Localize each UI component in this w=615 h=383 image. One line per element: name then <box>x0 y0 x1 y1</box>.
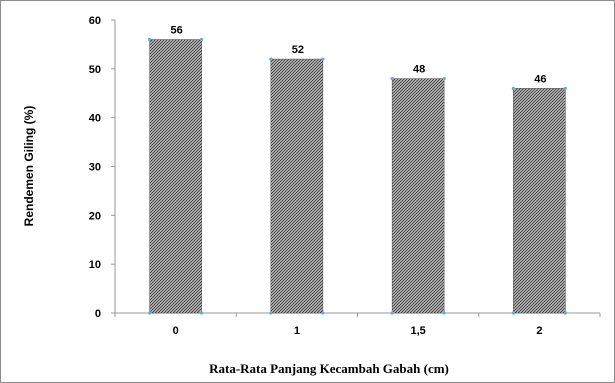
y-tick-label: 40 <box>89 113 101 125</box>
bar-corner-markers <box>148 37 567 315</box>
bar <box>149 39 202 314</box>
x-tick-label: 2 <box>536 325 542 337</box>
bar-corner-marker <box>321 57 325 61</box>
data-label: 48 <box>413 64 425 76</box>
y-tick-label: 50 <box>89 64 101 76</box>
bars <box>149 39 566 314</box>
bar <box>270 58 324 314</box>
x-axis-label: Rata-Rata Panjang Kecambah Gabah (cm) <box>209 361 449 376</box>
y-axis-label: Rendemen Giling (%) <box>22 106 36 227</box>
x-tick-label: 0 <box>173 325 179 337</box>
data-label: 46 <box>534 73 546 85</box>
bar <box>513 88 566 314</box>
bar-corner-marker <box>390 77 394 81</box>
x-tick-labels: 0 1 1,5 2 <box>173 325 543 337</box>
y-tick-label: 30 <box>89 162 101 174</box>
bar-corner-marker <box>442 77 446 81</box>
data-labels: 56 52 48 46 <box>171 25 547 86</box>
bar-corner-marker <box>563 311 567 315</box>
data-label: 56 <box>171 25 183 37</box>
bar-corner-marker <box>563 86 567 90</box>
data-label: 52 <box>292 44 304 56</box>
bar-corner-marker <box>200 37 204 42</box>
bar-corner-marker <box>511 311 515 315</box>
y-tick-label: 20 <box>89 210 101 222</box>
y-tick-label: 60 <box>89 15 101 27</box>
bar-corner-marker <box>269 57 273 61</box>
bar-corner-marker <box>321 311 325 315</box>
x-tick-label: 1 <box>294 325 300 337</box>
x-tick-label: 1,5 <box>410 325 425 337</box>
bar <box>391 78 445 314</box>
y-tick-labels: 0 10 20 30 40 50 60 <box>89 15 101 320</box>
bar-corner-marker <box>511 86 515 90</box>
y-tick-label: 10 <box>89 259 101 271</box>
bar-corner-marker <box>269 311 273 315</box>
bar-corner-marker <box>148 311 152 315</box>
bar-corner-marker <box>442 311 446 315</box>
y-tick-label: 0 <box>95 308 101 320</box>
bar-corner-marker <box>200 311 204 315</box>
bar-corner-marker <box>148 37 152 42</box>
bar-corner-marker <box>390 311 394 315</box>
